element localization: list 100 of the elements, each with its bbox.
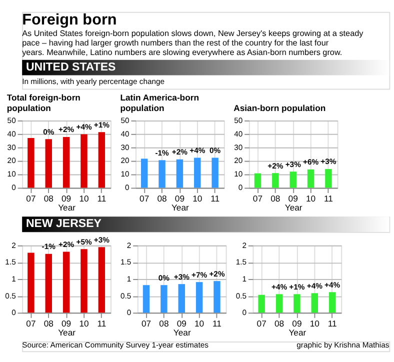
x-tick-label: 10	[306, 194, 316, 204]
chart-title: Asian-born population	[234, 102, 326, 113]
y-tick-label: 40	[234, 129, 243, 138]
y-tick-label: 20	[7, 156, 16, 166]
annotation: +4%	[324, 280, 340, 290]
x-tick-label: 09	[62, 318, 72, 329]
y-tick-label: 1.5	[5, 258, 16, 267]
y-tick-label: 0	[12, 183, 16, 192]
x-tick-label: 10	[79, 318, 89, 329]
annotation: +2%	[172, 148, 188, 157]
annotation: +4%	[306, 281, 323, 290]
x-tick-label: 11	[324, 194, 334, 204]
x-tick-label: 07	[141, 318, 152, 329]
annotation: +5%	[76, 237, 92, 246]
annotation: +7%	[192, 270, 208, 280]
x-tick-label: 10	[79, 194, 89, 204]
y-tick-label: 30	[234, 142, 243, 152]
x-tick-label: 11	[97, 194, 106, 204]
x-axis-title: Year	[288, 327, 306, 338]
y-tick-label: 10	[234, 170, 243, 179]
x-tick-label: 09	[62, 194, 72, 204]
x-tick-label: 09	[292, 318, 302, 329]
y-tick-label: 50	[234, 116, 243, 125]
chart-title: Latin America-born population	[120, 92, 199, 113]
y-tick-label: 1	[126, 274, 132, 284]
x-axis-title: Year	[173, 327, 191, 338]
y-tick-label: 50	[120, 116, 130, 125]
y-tick-label: 1.5	[236, 258, 246, 267]
bar	[28, 138, 34, 188]
x-tick-label: 07	[26, 318, 36, 329]
x-tick-label: 08	[157, 194, 168, 204]
x-tick-label: 11	[210, 194, 220, 204]
y-tick-label: 0	[238, 183, 243, 192]
bar	[98, 247, 106, 313]
y-tick-label: 0	[126, 308, 132, 318]
y-tick-label: 1	[12, 274, 16, 284]
annotation: +3%	[94, 235, 110, 244]
y-tick-label: 1	[242, 274, 246, 284]
bar	[62, 137, 70, 188]
annotation: +1%	[289, 282, 305, 292]
x-tick-label: 10	[192, 194, 202, 204]
text: Foreign born	[22, 11, 117, 28]
y-tick-label: 2	[126, 240, 132, 250]
bar	[80, 249, 88, 313]
x-tick-label: 07	[26, 194, 36, 204]
annotation: +4%	[190, 146, 206, 155]
y-tick-label: 2	[12, 240, 16, 250]
x-tick-label: 07	[252, 194, 263, 204]
annotation: -1%	[42, 242, 56, 252]
y-tick-label: 10	[7, 170, 16, 179]
annotation: +3%	[174, 272, 190, 282]
y-tick-label: 40	[120, 129, 130, 138]
y-tick-label: 20	[120, 156, 130, 166]
x-tick-label: 11	[212, 318, 222, 329]
x-axis-title: Year	[58, 327, 76, 338]
bar	[62, 252, 70, 313]
annotation: 0%	[43, 127, 54, 136]
x-tick-label: 08	[159, 318, 169, 329]
text: UNITED STATES	[26, 62, 116, 74]
y-tick-label: 0.5	[236, 291, 246, 300]
bar	[45, 139, 52, 188]
annotation: +4%	[76, 122, 92, 132]
x-tick-label: 07	[140, 194, 150, 204]
y-tick-label: 2	[242, 240, 246, 250]
bar	[80, 134, 88, 188]
x-tick-label: 10	[310, 318, 320, 329]
annotation: +3%	[320, 157, 336, 166]
bar	[28, 252, 34, 313]
y-tick-label: 0.5	[5, 291, 16, 300]
chart-title: Total foreign-born population	[6, 92, 80, 113]
text: In millions, with yearly percentage change	[22, 76, 165, 86]
y-tick-label: 50	[7, 116, 16, 125]
x-tick-label: 10	[194, 318, 204, 329]
source-note: Source: American Community Survey 1-year estimates	[22, 340, 209, 350]
x-tick-label: 11	[328, 318, 337, 329]
x-tick-label: 08	[274, 318, 284, 329]
x-tick-label: 09	[174, 194, 185, 204]
bar	[45, 254, 52, 313]
x-tick-label: 08	[44, 318, 54, 329]
x-axis-title: Year	[58, 202, 76, 212]
x-axis-title: Year	[171, 202, 190, 212]
annotation: +2%	[58, 125, 74, 134]
y-tick-label: 40	[7, 129, 16, 138]
annotation: +4%	[271, 282, 288, 292]
annotation: +6%	[302, 158, 319, 167]
y-tick-label: 1.5	[120, 258, 132, 267]
annotation: +2%	[268, 161, 284, 170]
x-tick-label: 09	[176, 318, 187, 329]
annotation: +2%	[58, 240, 74, 249]
annotation: 0%	[158, 273, 170, 282]
x-tick-label: 07	[256, 318, 267, 329]
text: NEW JERSEY	[26, 218, 102, 230]
y-tick-label: 30	[120, 142, 130, 152]
annotation: +2%	[209, 269, 225, 278]
y-tick-label: 10	[120, 170, 130, 179]
annotation: 0%	[210, 146, 221, 155]
annotation: -1%	[155, 148, 170, 158]
x-tick-label: 08	[270, 194, 280, 204]
y-tick-label: 20	[234, 156, 243, 166]
x-tick-label: 09	[288, 194, 298, 204]
